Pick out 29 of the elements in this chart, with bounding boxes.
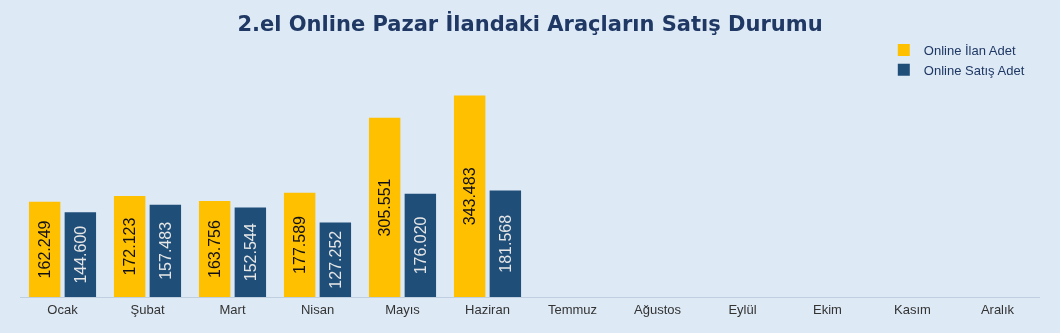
x-tick-label: Haziran <box>465 301 510 317</box>
data-label: 157.483 <box>156 221 174 280</box>
x-tick-label: Aralık <box>980 301 1015 317</box>
data-label: 176.020 <box>411 216 429 275</box>
bar <box>453 95 486 297</box>
data-label: 172.123 <box>121 217 139 276</box>
x-tick-label: Nisan <box>300 301 335 317</box>
data-label: 343.483 <box>461 167 479 226</box>
x-tick-label: Şubat <box>130 301 165 317</box>
legend-label: Online İlan Adet <box>923 43 1016 59</box>
data-label: 181.568 <box>496 214 514 273</box>
x-tick-label: Ocak <box>47 301 79 317</box>
bar <box>368 117 401 297</box>
x-tick-label: Ağustos <box>634 301 682 317</box>
x-tick-label: Ekim <box>813 301 842 317</box>
data-label: 127.252 <box>326 230 344 289</box>
data-label: 144.600 <box>71 225 89 284</box>
x-tick-label: Eylül <box>728 301 757 317</box>
x-tick-label: Mart <box>219 301 246 317</box>
legend-label: Online Satış Adet <box>923 62 1025 78</box>
data-label: 305.551 <box>376 178 394 237</box>
data-label: 162.249 <box>36 220 54 279</box>
chart-title: 2.el Online Pazar İlandaki Araçların Satış Durumu <box>237 10 823 36</box>
data-label: 177.589 <box>291 215 309 274</box>
x-tick-label: Kasım <box>894 301 931 317</box>
data-label: 163.756 <box>206 220 224 278</box>
x-tick-label: Temmuz <box>547 301 598 317</box>
x-tick-label: Mayıs <box>385 301 421 317</box>
data-label: 152.544 <box>241 223 259 282</box>
